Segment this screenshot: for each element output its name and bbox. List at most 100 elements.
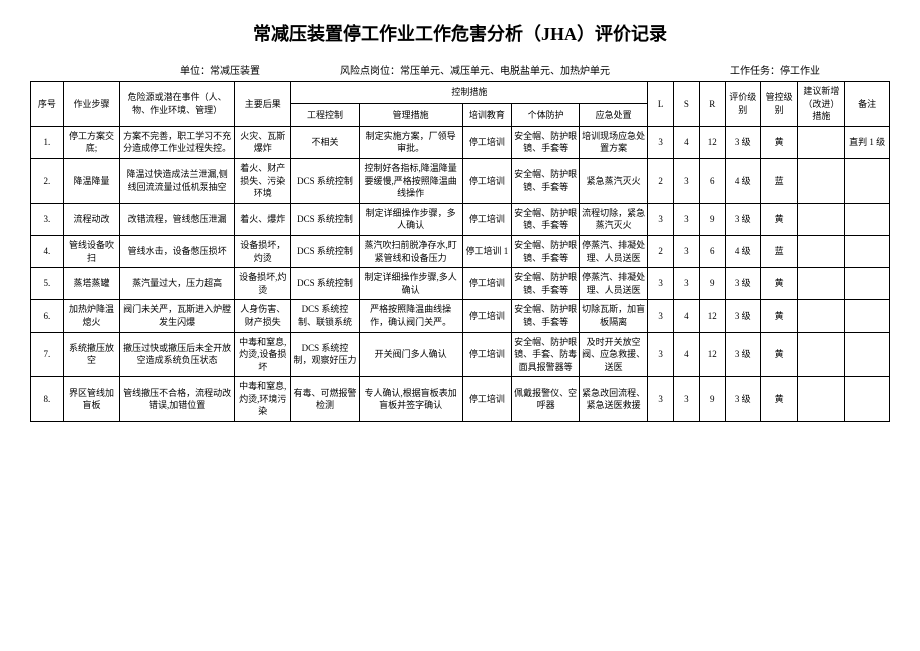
cell-note [845, 268, 890, 300]
document-title: 常减压装置停工作业工作危害分析（JHA）评价记录 [30, 20, 890, 46]
cell-ctrl: 黄 [760, 126, 798, 158]
cell-step: 流程动改 [63, 203, 119, 235]
cell-mgmt: 制定详细操作步骤,多人确认 [359, 268, 462, 300]
cell-consequence: 设备损坏，灼烫 [235, 235, 291, 267]
cell-l: 3 [648, 268, 674, 300]
cell-mgmt: 控制好各指标,降温降量要缓慢,严格按照降温曲线操作 [359, 158, 462, 203]
cell-r: 9 [699, 268, 725, 300]
cell-ppe: 佩戴报警仪、空呼器 [512, 377, 580, 422]
cell-emerg: 停蒸汽、排凝处理、人员送医 [580, 268, 648, 300]
cell-ppe: 安全帽、防护眼镜、手套等 [512, 268, 580, 300]
cell-seq: 4. [31, 235, 64, 267]
cell-hazard: 阀门未关严，瓦斯进入炉膛发生闪爆 [120, 300, 235, 332]
cell-hazard: 降温过快造成法兰泄漏,侧线回流流量过低机泵抽空 [120, 158, 235, 203]
table-row: 3.流程动改改错流程，管线憋压泄漏着火、爆炸DCS 系统控制制定详细操作步骤，多… [31, 203, 890, 235]
cell-eng: DCS 系统控制 [291, 158, 359, 203]
cell-hazard: 撤压过快或撤压后未全开放空造成系统负压状态 [120, 332, 235, 377]
unit-info: 单位：常减压装置 [180, 62, 260, 77]
col-ppe: 个体防护 [512, 104, 580, 126]
jha-table: 序号 作业步骤 危险源或潜在事件（人、物、作业环境、管理） 主要后果 控制措施 … [30, 81, 890, 422]
cell-ctrl: 黄 [760, 268, 798, 300]
cell-emerg: 培训现场应急处置方案 [580, 126, 648, 158]
cell-l: 3 [648, 332, 674, 377]
col-note: 备注 [845, 82, 890, 127]
cell-emerg: 停蒸汽、排凝处理、人员送医 [580, 235, 648, 267]
cell-consequence: 火灾、瓦斯爆炸 [235, 126, 291, 158]
cell-l: 2 [648, 158, 674, 203]
cell-ctrl: 黄 [760, 203, 798, 235]
cell-train: 停工培训 [462, 332, 511, 377]
cell-consequence: 着火、爆炸 [235, 203, 291, 235]
cell-train: 停工培训 [462, 158, 511, 203]
col-step: 作业步骤 [63, 82, 119, 127]
cell-emerg: 流程切除，紧急蒸汽灭火 [580, 203, 648, 235]
cell-train: 停工培训 [462, 300, 511, 332]
cell-s: 4 [674, 332, 700, 377]
table-row: 5.蒸塔蒸罐蒸汽量过大，压力超高设备损坏,灼烫DCS 系统控制制定详细操作步骤,… [31, 268, 890, 300]
cell-ctrl: 黄 [760, 377, 798, 422]
cell-seq: 6. [31, 300, 64, 332]
cell-eng: DCS 系统控制，观察好压力 [291, 332, 359, 377]
cell-step: 系统撤压放空 [63, 332, 119, 377]
cell-r: 6 [699, 158, 725, 203]
cell-hazard: 改错流程，管线憋压泄漏 [120, 203, 235, 235]
cell-ppe: 安全帽、防护眼镜、手套等 [512, 126, 580, 158]
cell-sugg [798, 158, 845, 203]
cell-r: 9 [699, 203, 725, 235]
cell-train: 停工培训 1 [462, 235, 511, 267]
cell-r: 6 [699, 235, 725, 267]
cell-emerg: 切除瓦斯，加盲板隔离 [580, 300, 648, 332]
col-ctrl: 管控级别 [760, 82, 798, 127]
cell-consequence: 着火、财产损失、污染环境 [235, 158, 291, 203]
cell-eng: DCS 系统控制、联锁系统 [291, 300, 359, 332]
cell-hazard: 管线撤压不合格，流程动改错误,加错位置 [120, 377, 235, 422]
cell-ctrl: 蓝 [760, 158, 798, 203]
cell-mgmt: 制定实施方案，厂领导审批。 [359, 126, 462, 158]
cell-seq: 2. [31, 158, 64, 203]
cell-l: 2 [648, 235, 674, 267]
cell-mgmt: 制定详细操作步骤，多人确认 [359, 203, 462, 235]
header-info: 单位：常减压装置 风险点岗位：常压单元、减压单元、电脱盐单元、加热炉单元 工作任… [30, 62, 890, 77]
cell-seq: 5. [31, 268, 64, 300]
cell-train: 停工培训 [462, 377, 511, 422]
cell-note [845, 158, 890, 203]
col-l: L [648, 82, 674, 127]
col-r: R [699, 82, 725, 127]
cell-seq: 3. [31, 203, 64, 235]
cell-ctrl: 黄 [760, 332, 798, 377]
cell-eval: 4 级 [725, 158, 760, 203]
cell-l: 3 [648, 203, 674, 235]
col-eval: 评价级别 [725, 82, 760, 127]
cell-step: 降温降量 [63, 158, 119, 203]
cell-eval: 3 级 [725, 203, 760, 235]
table-row: 6.加热炉降温熄火阀门未关严，瓦斯进入炉膛发生闪爆人身伤害、财产损失DCS 系统… [31, 300, 890, 332]
col-consequence: 主要后果 [235, 82, 291, 127]
cell-eng: DCS 系统控制 [291, 203, 359, 235]
cell-consequence: 人身伤害、财产损失 [235, 300, 291, 332]
cell-note [845, 332, 890, 377]
cell-s: 3 [674, 235, 700, 267]
cell-ppe: 安全帽、防护眼镜、手套、防毒面具报警器等 [512, 332, 580, 377]
col-eng: 工程控制 [291, 104, 359, 126]
cell-train: 停工培训 [462, 126, 511, 158]
cell-s: 3 [674, 158, 700, 203]
cell-seq: 7. [31, 332, 64, 377]
cell-step: 界区管线加盲板 [63, 377, 119, 422]
table-row: 8.界区管线加盲板管线撤压不合格，流程动改错误,加错位置中毒和窒息,灼烫,环境污… [31, 377, 890, 422]
col-s: S [674, 82, 700, 127]
col-mgmt: 管理措施 [359, 104, 462, 126]
table-body: 1.停工方案交底;方案不完善，职工学习不充分造成停工作业过程失控。火灾、瓦斯爆炸… [31, 126, 890, 421]
cell-ppe: 安全帽、防护眼镜、手套等 [512, 158, 580, 203]
cell-r: 12 [699, 332, 725, 377]
col-sugg: 建议新增（改进）措施 [798, 82, 845, 127]
task-info: 工作任务：停工作业 [730, 62, 820, 77]
table-row: 4.管线设备吹扫管线水击，设备憋压损坏设备损坏，灼烫DCS 系统控制蒸汽吹扫前脱… [31, 235, 890, 267]
table-row: 1.停工方案交底;方案不完善，职工学习不充分造成停工作业过程失控。火灾、瓦斯爆炸… [31, 126, 890, 158]
col-seq: 序号 [31, 82, 64, 127]
cell-ctrl: 黄 [760, 300, 798, 332]
cell-r: 12 [699, 300, 725, 332]
cell-eval: 3 级 [725, 126, 760, 158]
cell-eng: DCS 系统控制 [291, 235, 359, 267]
cell-mgmt: 严格按照降温曲线操作，确认阀门关严。 [359, 300, 462, 332]
col-control-group: 控制措施 [291, 82, 648, 104]
